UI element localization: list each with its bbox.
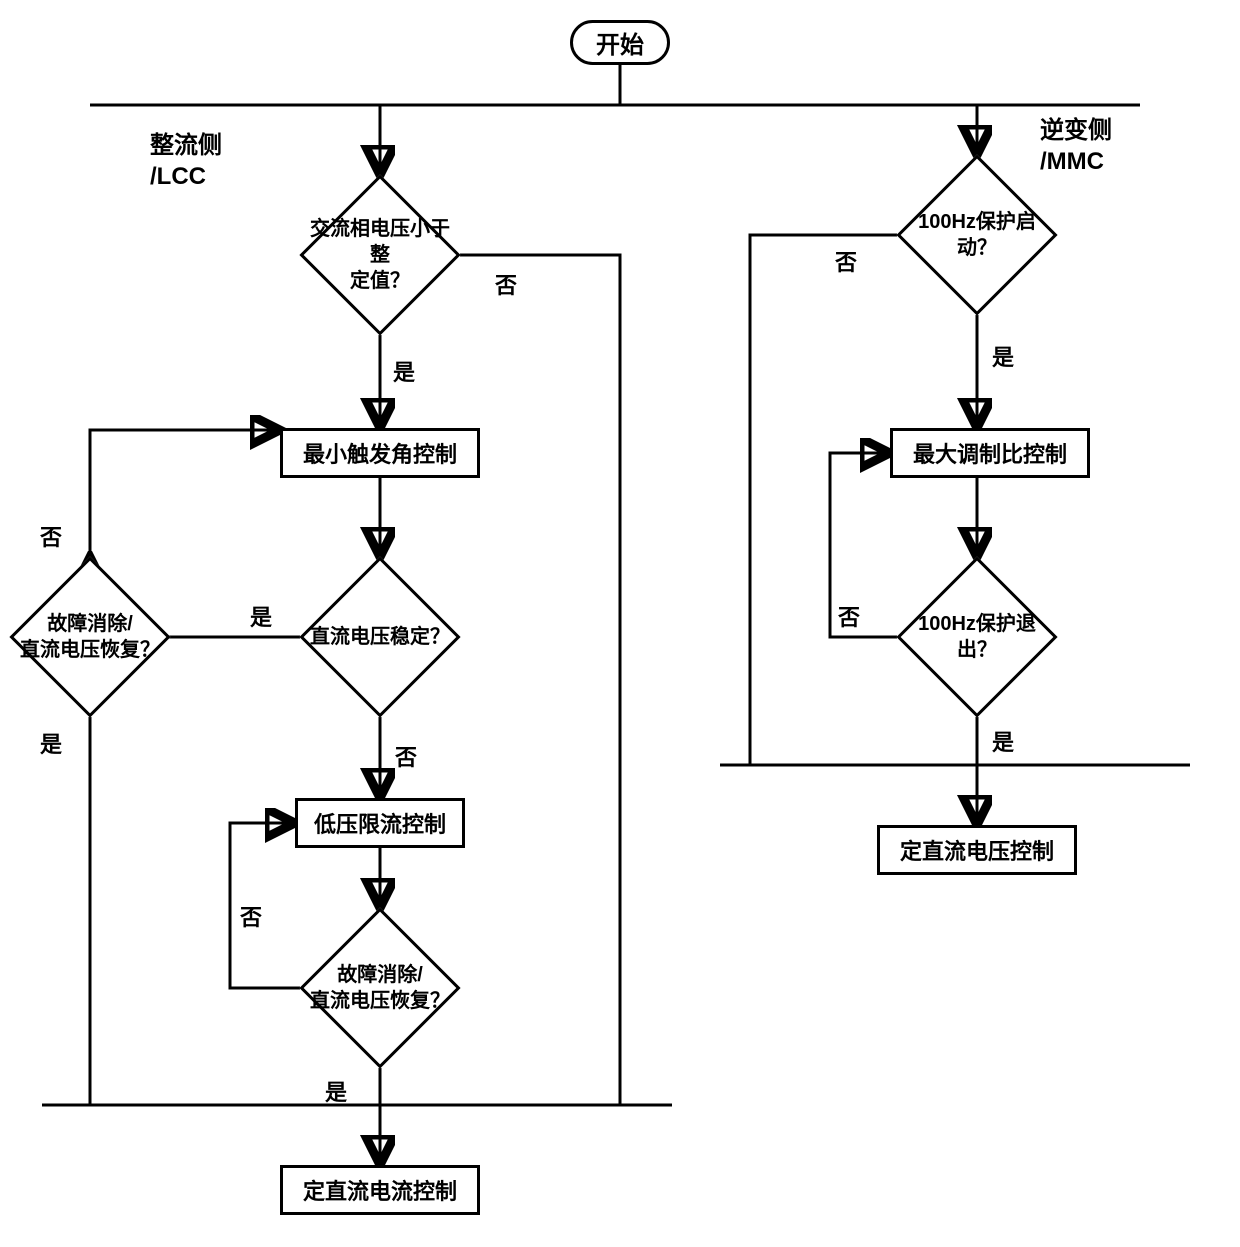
d4-yes-label: 是	[325, 1075, 347, 1107]
d2-yes-label: 是	[250, 600, 272, 632]
branch-lcc-line2: /LCC	[150, 163, 206, 190]
p1-process: 最小触发角控制	[280, 428, 480, 478]
d2-decision: 直流电压稳定？	[323, 580, 437, 694]
d4-no-label: 否	[240, 900, 262, 932]
p2-process: 低压限流控制	[295, 798, 465, 848]
d6-line2: 出？	[957, 639, 997, 661]
p4-process: 最大调制比控制	[890, 428, 1090, 478]
d2-label: 直流电压稳定？	[310, 626, 450, 648]
start-node: 开始	[570, 20, 670, 65]
d6-yes-label: 是	[992, 725, 1014, 757]
d2-no-label: 否	[395, 740, 417, 772]
d3-yes-label: 是	[40, 727, 62, 759]
d6-no-label: 否	[838, 600, 860, 632]
d6-decision: 100Hz保护退 出？	[920, 580, 1034, 694]
d3-decision: 故障消除/ 直流电压恢复？	[33, 580, 147, 694]
d5-line1: 100Hz保护启	[918, 211, 1036, 233]
p5-process: 定直流电压控制	[877, 825, 1077, 875]
d1-line2: 定值？	[350, 270, 410, 292]
edge-d3-no-back-to-p1	[90, 430, 280, 557]
d6-line1: 100Hz保护退	[918, 613, 1036, 635]
edge-d5-no-down	[750, 235, 897, 765]
d1-yes-label: 是	[393, 355, 415, 387]
d3-no-label: 否	[40, 520, 62, 552]
branch-label-lcc: 整流侧 /LCC	[150, 130, 222, 192]
d5-no-label: 否	[835, 245, 857, 277]
flowchart-container: 开始 整流侧 /LCC 逆变侧 /MMC 交流相电压小于整 定值？ 否 是 最小…	[0, 0, 1240, 1247]
start-label: 开始	[596, 25, 644, 60]
branch-mmc-line1: 逆变侧	[1040, 117, 1112, 144]
edge-d1-no-down	[460, 255, 620, 1105]
d3-line1: 故障消除/	[47, 613, 133, 635]
d1-no-label: 否	[495, 268, 517, 300]
p3-process: 定直流电流控制	[280, 1165, 480, 1215]
d3-line2: 直流电压恢复？	[20, 639, 160, 661]
d1-decision: 交流相电压小于整 定值？	[323, 198, 437, 312]
branch-lcc-line1: 整流侧	[150, 132, 222, 159]
p2-label: 低压限流控制	[314, 807, 446, 839]
d5-decision: 100Hz保护启 动？	[920, 178, 1034, 292]
d5-yes-label: 是	[992, 340, 1014, 372]
d4-decision: 故障消除/ 直流电压恢复？	[323, 931, 437, 1045]
p4-label: 最大调制比控制	[913, 437, 1067, 469]
branch-mmc-line2: /MMC	[1040, 148, 1104, 175]
d1-line1: 交流相电压小于整	[310, 218, 450, 266]
d4-line1: 故障消除/	[337, 964, 423, 986]
p1-label: 最小触发角控制	[303, 437, 457, 469]
p3-label: 定直流电流控制	[303, 1174, 457, 1206]
branch-label-mmc: 逆变侧 /MMC	[1040, 115, 1112, 177]
d5-line2: 动？	[957, 237, 997, 259]
p5-label: 定直流电压控制	[900, 834, 1054, 866]
d4-line2: 直流电压恢复？	[310, 990, 450, 1012]
